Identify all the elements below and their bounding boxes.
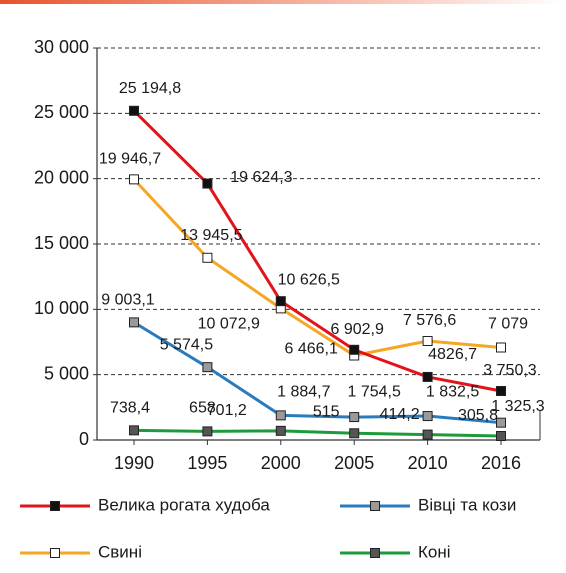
- point-marker: [496, 385, 506, 396]
- legend-marker: [50, 548, 60, 558]
- point-marker: [202, 426, 213, 437]
- data-label: 515: [313, 403, 340, 420]
- data-label: 6 466,1: [285, 341, 338, 358]
- point-marker: [422, 429, 433, 440]
- data-label: 7 079: [488, 316, 528, 333]
- point-marker: [496, 431, 506, 442]
- series-line: [133, 321, 502, 425]
- data-label: 1 884,7: [277, 384, 330, 401]
- data-label: 414,2: [380, 406, 420, 423]
- point-marker: [129, 174, 139, 185]
- point-marker: [349, 412, 360, 423]
- data-label: 19 624,3: [230, 169, 292, 186]
- point-marker: [422, 335, 433, 346]
- y-tick-label: 0: [79, 429, 89, 449]
- legend-marker: [50, 501, 60, 511]
- point-marker: [275, 425, 286, 436]
- data-label: 1 754,5: [348, 383, 401, 400]
- point-marker: [129, 317, 139, 328]
- x-tick-label: 2000: [261, 453, 301, 473]
- data-label: 13 945,5: [180, 227, 242, 244]
- point-marker: [349, 428, 360, 439]
- point-marker: [202, 362, 213, 373]
- data-label: 9 003,1: [101, 292, 154, 309]
- data-label: 1 832,5: [426, 383, 479, 400]
- x-tick-label: 2005: [334, 453, 374, 473]
- point-marker: [275, 410, 286, 421]
- data-label: 7 576,6: [403, 312, 456, 329]
- series-line: [133, 428, 502, 438]
- data-label: 19 946,7: [99, 151, 161, 168]
- y-tick-label: 25 000: [34, 102, 89, 122]
- y-tick-label: 5 000: [44, 363, 89, 383]
- legend-label: Велика рогата худоба: [98, 495, 270, 514]
- point-marker: [129, 105, 139, 116]
- x-tick-label: 1990: [114, 453, 154, 473]
- point-marker: [202, 252, 213, 263]
- legend-label: Вівці та кози: [418, 495, 516, 514]
- data-label: 25 194,8: [119, 80, 181, 97]
- point-marker: [349, 344, 360, 355]
- legend-label: Свині: [98, 542, 142, 561]
- data-label: 6 902,9: [331, 321, 384, 338]
- series-line: [132, 178, 502, 358]
- header-bar: [0, 0, 566, 4]
- point-marker: [275, 296, 286, 307]
- y-tick-label: 15 000: [34, 233, 89, 253]
- point-marker: [496, 342, 506, 353]
- point-marker: [422, 371, 433, 382]
- legend-marker: [370, 501, 380, 511]
- data-label: 5 574,5: [160, 336, 213, 353]
- legend-marker: [370, 548, 380, 558]
- x-tick-label: 2016: [481, 453, 521, 473]
- point-marker: [202, 178, 213, 189]
- data-label: 4826,7: [428, 346, 477, 363]
- series-line: [132, 109, 502, 393]
- x-tick-label: 2010: [408, 453, 448, 473]
- data-label: 1 325,3: [491, 398, 544, 415]
- y-tick-label: 10 000: [34, 298, 89, 318]
- legend-label: Коні: [418, 542, 451, 561]
- y-tick-label: 20 000: [34, 167, 89, 187]
- data-label: 10 626,5: [278, 271, 340, 288]
- data-label: 10 072,9: [198, 316, 260, 333]
- data-label: 701,2: [207, 402, 247, 419]
- point-marker: [422, 411, 433, 422]
- point-marker: [496, 417, 506, 428]
- data-label: 305,8: [458, 407, 498, 424]
- point-marker: [129, 425, 139, 436]
- data-label: 658: [189, 400, 216, 417]
- y-tick-label: 30 000: [34, 37, 89, 57]
- data-label: 738,4: [110, 400, 150, 417]
- x-tick-label: 1995: [187, 453, 227, 473]
- data-label: 3 750,3: [483, 362, 536, 379]
